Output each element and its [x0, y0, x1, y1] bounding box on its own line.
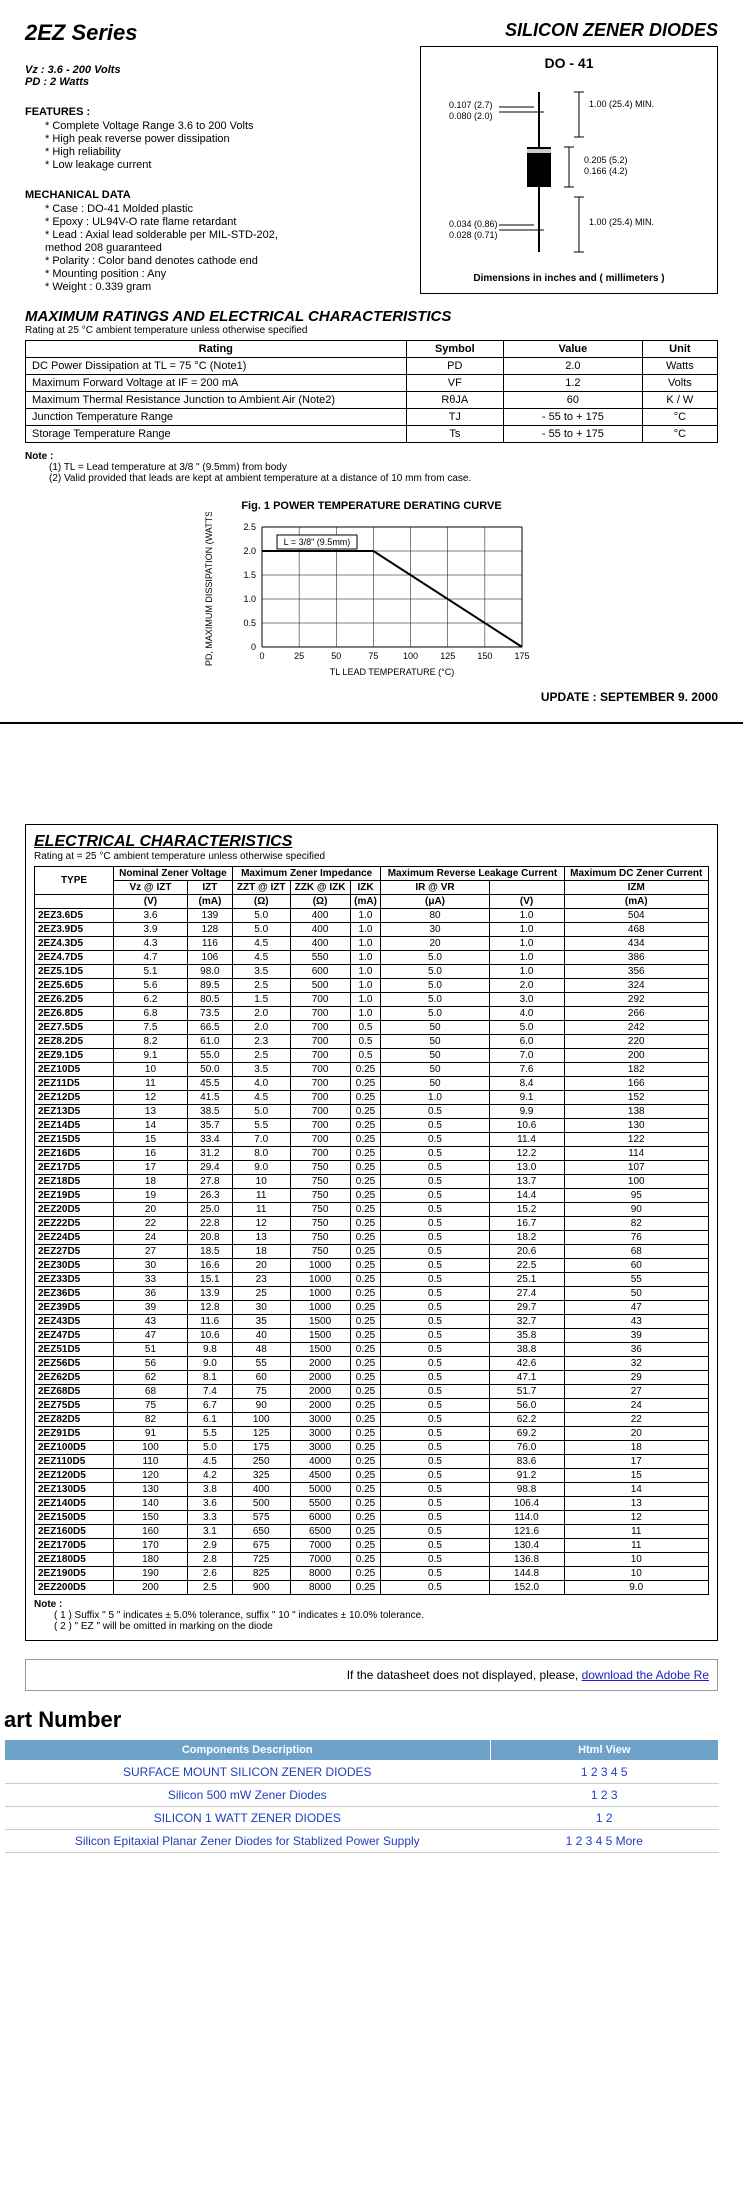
adobe-link[interactable]: download the Adobe Re: [582, 1668, 709, 1682]
max-ratings-sub: Rating at 25 °C ambient temperature unle…: [25, 325, 718, 336]
adobe-notice: If the datasheet does not displayed, ple…: [25, 1659, 718, 1691]
component-link[interactable]: Silicon 500 mW Zener Diodes: [168, 1788, 327, 1802]
feature-item: * High peak reverse power dissipation: [45, 133, 405, 145]
mech-item: method 208 guaranteed: [45, 242, 405, 254]
notes-heading: Note :: [25, 451, 53, 462]
html-view-links[interactable]: 1 2 3 4 5 More: [566, 1834, 643, 1848]
feature-item: * High reliability: [45, 146, 405, 158]
features-heading: FEATURES :: [25, 106, 405, 118]
component-link[interactable]: SURFACE MOUNT SILICON ZENER DIODES: [123, 1765, 371, 1779]
html-view-links[interactable]: 1 2: [596, 1811, 613, 1825]
mech-item: * Lead : Axial lead solderable per MIL-S…: [45, 229, 405, 241]
mech-list: * Case : DO-41 Molded plastic* Epoxy : U…: [45, 203, 405, 293]
feature-item: * Complete Voltage Range 3.6 to 200 Volt…: [45, 120, 405, 132]
svg-text:175: 175: [514, 651, 529, 661]
svg-text:75: 75: [368, 651, 378, 661]
package-drawing: 0.107 (2.7) 0.080 (2.0) 1.00 (25.4) MIN.…: [439, 77, 699, 267]
svg-text:125: 125: [440, 651, 455, 661]
svg-text:TL LEAD TEMPERATURE (°C): TL LEAD TEMPERATURE (°C): [329, 667, 453, 677]
feature-item: * Low leakage current: [45, 159, 405, 171]
mech-item: * Weight : 0.339 gram: [45, 281, 405, 293]
ec-sub: Rating at = 25 °C ambient temperature un…: [34, 851, 709, 862]
svg-text:2.5: 2.5: [243, 522, 256, 532]
part-number-table: Components DescriptionHtml ViewSURFACE M…: [4, 1739, 719, 1853]
mech-item: * Epoxy : UL94V-O rate flame retardant: [45, 216, 405, 228]
svg-text:1.5: 1.5: [243, 570, 256, 580]
svg-text:0.5: 0.5: [243, 618, 256, 628]
svg-text:150: 150: [477, 651, 492, 661]
update-date: UPDATE : SEPTEMBER 9. 2000: [25, 690, 718, 704]
ec-note-line: ( 2 ) " EZ " will be omitted in marking …: [54, 1621, 709, 1632]
html-view-links[interactable]: 1 2 3 4 5: [581, 1765, 628, 1779]
note-line: (2) Valid provided that leads are kept a…: [49, 473, 718, 484]
package-name: DO - 41: [429, 55, 709, 71]
svg-text:1.00 (25.4) MIN.: 1.00 (25.4) MIN.: [589, 99, 654, 109]
component-link[interactable]: SILICON 1 WATT ZENER DIODES: [154, 1811, 341, 1825]
note-line: (1) TL = Lead temperature at 3/8 " (9.5m…: [49, 462, 718, 473]
mech-item: * Polarity : Color band denotes cathode …: [45, 255, 405, 267]
svg-text:0.080 (2.0): 0.080 (2.0): [449, 111, 493, 121]
svg-text:0.107 (2.7): 0.107 (2.7): [449, 100, 493, 110]
fig1-title: Fig. 1 POWER TEMPERATURE DERATING CURVE: [25, 500, 718, 512]
part-number-heading: art Number: [4, 1707, 743, 1733]
svg-text:1.00 (25.4) MIN.: 1.00 (25.4) MIN.: [589, 217, 654, 227]
svg-text:0.166 (4.2): 0.166 (4.2): [584, 166, 628, 176]
ec-note-line: ( 1 ) Suffix " 5 " indicates ± 5.0% tole…: [54, 1610, 709, 1621]
ratings-table: RatingSymbolValueUnitDC Power Dissipatio…: [25, 340, 718, 443]
svg-text:0: 0: [259, 651, 264, 661]
component-link[interactable]: Silicon Epitaxial Planar Zener Diodes fo…: [75, 1834, 420, 1848]
ec-notes-heading: Note :: [34, 1599, 62, 1610]
svg-text:2.0: 2.0: [243, 546, 256, 556]
html-view-links[interactable]: 1 2 3: [591, 1788, 618, 1802]
ec-heading: ELECTRICAL CHARACTERISTICS: [34, 833, 709, 851]
series-title: 2EZ Series: [25, 20, 138, 46]
mech-item: * Mounting position : Any: [45, 268, 405, 280]
mech-item: * Case : DO-41 Molded plastic: [45, 203, 405, 215]
svg-text:25: 25: [294, 651, 304, 661]
svg-text:0.028 (0.71): 0.028 (0.71): [449, 230, 498, 240]
pd-spec: PD : 2 Watts: [25, 76, 405, 88]
features-list: * Complete Voltage Range 3.6 to 200 Volt…: [45, 120, 405, 171]
svg-text:0.034 (0.86): 0.034 (0.86): [449, 219, 498, 229]
svg-text:50: 50: [331, 651, 341, 661]
ec-table: TYPENominal Zener VoltageMaximum Zener I…: [34, 866, 709, 1595]
package-outline: DO - 41 0.107 (2.7) 0.080 (2.0) 1.00 (25…: [420, 46, 718, 294]
mech-heading: MECHANICAL DATA: [25, 189, 405, 201]
svg-text:0: 0: [250, 642, 255, 652]
fig1-chart: 0 25 50 75 100 125 150 175 0 0.5 1.0 1.5 2.0 2.5 L = 3…: [192, 512, 552, 682]
svg-text:1.0: 1.0: [243, 594, 256, 604]
max-ratings-heading: MAXIMUM RATINGS AND ELECTRICAL CHARACTER…: [25, 308, 718, 325]
svg-text:0.205 (5.2): 0.205 (5.2): [584, 155, 628, 165]
svg-text:PD, MAXIMUM DISSIPATION (WATTS: PD, MAXIMUM DISSIPATION (WATTS): [204, 512, 214, 666]
dim-footer: Dimensions in inches and ( millimeters ): [429, 273, 709, 284]
svg-text:100: 100: [403, 651, 418, 661]
doc-title: SILICON ZENER DIODES: [505, 20, 718, 46]
svg-text:L = 3/8" (9.5mm): L = 3/8" (9.5mm): [283, 537, 350, 547]
vz-spec: Vz : 3.6 - 200 Volts: [25, 64, 405, 76]
